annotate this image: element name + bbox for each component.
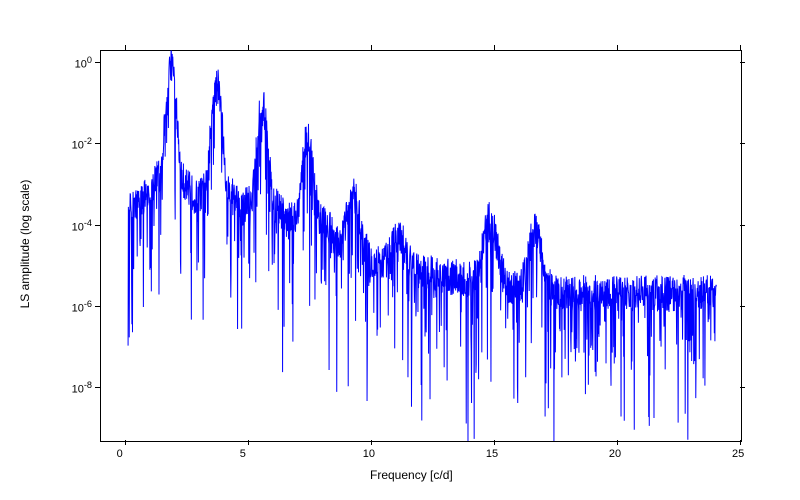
y-tick-label: 10-4	[72, 218, 92, 234]
x-tick-mark	[494, 440, 495, 445]
figure: LS amplitude (log scale) Frequency [c/d]…	[0, 0, 800, 500]
x-axis-label: Frequency [c/d]	[370, 468, 453, 482]
x-tick-mark-top	[125, 45, 126, 50]
x-tick-mark-top	[248, 45, 249, 50]
x-tick-mark-top	[371, 45, 372, 50]
x-tick-mark-top	[494, 45, 495, 50]
x-tick-mark	[125, 440, 126, 445]
y-tick-mark-right	[740, 143, 745, 144]
x-tick-mark-top	[740, 45, 741, 50]
y-tick-label: 100	[75, 55, 92, 71]
y-tick-mark-right	[740, 62, 745, 63]
y-tick-mark-right	[740, 225, 745, 226]
periodogram-line	[101, 51, 741, 441]
x-tick-label: 0	[117, 448, 123, 460]
y-axis-label: LS amplitude (log scale)	[18, 164, 32, 324]
x-tick-mark-top	[617, 45, 618, 50]
x-tick-label: 10	[363, 448, 375, 460]
y-tick-mark	[95, 306, 100, 307]
y-tick-mark	[95, 225, 100, 226]
x-tick-mark	[248, 440, 249, 445]
x-tick-label: 15	[486, 448, 498, 460]
x-tick-mark	[740, 440, 741, 445]
y-tick-mark	[95, 387, 100, 388]
y-tick-mark	[95, 143, 100, 144]
x-tick-mark	[617, 440, 618, 445]
x-tick-mark	[371, 440, 372, 445]
x-tick-label: 5	[240, 448, 246, 460]
x-tick-label: 25	[732, 448, 744, 460]
y-tick-label: 10-2	[72, 136, 92, 152]
y-tick-mark-right	[740, 387, 745, 388]
y-tick-label: 10-6	[72, 299, 92, 315]
y-tick-mark-right	[740, 306, 745, 307]
y-tick-mark	[95, 62, 100, 63]
plot-area	[100, 50, 742, 442]
x-tick-label: 20	[609, 448, 621, 460]
y-tick-label: 10-8	[72, 380, 92, 396]
